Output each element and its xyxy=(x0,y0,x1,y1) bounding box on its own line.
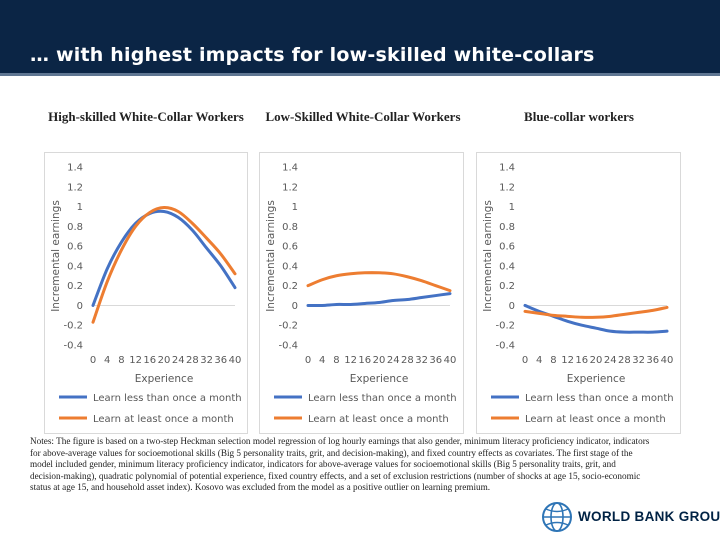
y-tick-label: 0.6 xyxy=(67,242,83,253)
y-tick-label: 0.6 xyxy=(282,242,298,253)
y-tick-label: 0 xyxy=(77,301,83,312)
x-tick-label: 20 xyxy=(590,355,603,366)
y-tick-label: 0.4 xyxy=(499,261,515,272)
y-tick-label: -0.2 xyxy=(278,321,298,332)
x-axis-label: Experience xyxy=(567,373,626,385)
x-tick-label: 32 xyxy=(415,355,428,366)
x-tick-label: 12 xyxy=(129,355,142,366)
y-tick-label: -0.4 xyxy=(495,341,515,352)
y-tick-label: 0.2 xyxy=(67,281,83,292)
y-axis-label: Incremental earnings xyxy=(482,200,494,312)
y-tick-label: 1.2 xyxy=(282,182,298,193)
x-tick-label: 0 xyxy=(90,355,96,366)
x-axis-label: Experience xyxy=(350,373,409,385)
x-tick-label: 20 xyxy=(373,355,386,366)
legend-label: Learn less than once a month xyxy=(308,393,457,404)
legend-label: Learn at least once a month xyxy=(93,414,234,425)
y-tick-label: 0 xyxy=(292,301,298,312)
x-tick-label: 4 xyxy=(319,355,325,366)
x-tick-label: 32 xyxy=(200,355,213,366)
globe-icon xyxy=(542,502,572,532)
notes-text: Notes: The figure is based on a two-step… xyxy=(30,436,650,493)
y-tick-label: -0.2 xyxy=(63,321,83,332)
y-axis-label: Incremental earnings xyxy=(265,200,277,312)
x-tick-label: 12 xyxy=(344,355,357,366)
y-axis-label: Incremental earnings xyxy=(50,200,62,312)
y-tick-label: 1.2 xyxy=(499,182,515,193)
x-tick-label: 40 xyxy=(661,355,674,366)
chart-heading-low-skilled: Low-Skilled White-Collar Workers xyxy=(265,109,461,124)
x-tick-label: 24 xyxy=(172,355,185,366)
y-tick-label: -0.4 xyxy=(278,341,298,352)
chart-svg-0: Incremental earnings 1.4 1.2 1 0.8 0.6 0.4 0.2 0… xyxy=(50,163,242,426)
series-line-learn-less xyxy=(306,292,452,308)
y-tick-label: 0.8 xyxy=(67,222,83,233)
slide-title: … with highest impacts for low-skilled w… xyxy=(30,44,595,66)
x-tick-label: 40 xyxy=(229,355,242,366)
x-tick-label: 32 xyxy=(632,355,645,366)
y-tick-label: -0.2 xyxy=(495,321,515,332)
chart-heading-high-skilled: High-skilled White-Collar Workers xyxy=(48,109,244,124)
x-tick-label: 16 xyxy=(143,355,156,366)
y-tick-label: 0.6 xyxy=(499,242,515,253)
y-tick-label: 1 xyxy=(77,202,83,213)
y-tick-label: 0.2 xyxy=(499,281,515,292)
x-axis-label: Experience xyxy=(135,373,194,385)
x-tick-label: 8 xyxy=(333,355,339,366)
x-tick-label: 0 xyxy=(522,355,528,366)
legend-label: Learn at least once a month xyxy=(525,414,666,425)
y-tick-label: 0 xyxy=(509,301,515,312)
x-tick-label: 16 xyxy=(575,355,588,366)
y-tick-label: 0.8 xyxy=(499,222,515,233)
chart-high-skilled: Incremental earnings 1.4 1.2 1 0.8 0.6 0.4 0.2 0… xyxy=(44,152,248,434)
x-tick-label: 36 xyxy=(646,355,659,366)
y-tick-label: 1.4 xyxy=(67,163,83,174)
x-tick-label: 24 xyxy=(387,355,400,366)
x-tick-label: 36 xyxy=(214,355,227,366)
x-tick-label: 28 xyxy=(401,355,414,366)
legend-label: Learn less than once a month xyxy=(525,393,674,404)
y-tick-label: 1 xyxy=(292,202,298,213)
x-tick-label: 28 xyxy=(186,355,199,366)
x-tick-label: 16 xyxy=(358,355,371,366)
x-tick-label: 36 xyxy=(429,355,442,366)
chart-heading-blue-collar: Blue-collar workers xyxy=(524,109,634,124)
legend-label: Learn less than once a month xyxy=(93,393,242,404)
chart-blue-collar: Incremental earnings 1.4 1.2 1 0.8 0.6 0.4 0.2 0… xyxy=(476,152,681,434)
chart-svg-2: Incremental earnings 1.4 1.2 1 0.8 0.6 0.4 0.2 0… xyxy=(482,163,674,426)
chart-svg-1: Incremental earnings 1.4 1.2 1 0.8 0.6 0.4 0.2 0… xyxy=(265,163,457,426)
y-tick-label: -0.4 xyxy=(63,341,83,352)
x-tick-label: 40 xyxy=(444,355,457,366)
y-tick-label: 0.4 xyxy=(67,261,83,272)
x-tick-label: 4 xyxy=(536,355,542,366)
y-tick-label: 1.2 xyxy=(67,182,83,193)
x-tick-label: 8 xyxy=(118,355,124,366)
series-line-learn-less xyxy=(523,303,669,334)
y-tick-label: 0.4 xyxy=(282,261,298,272)
y-tick-label: 0.8 xyxy=(282,222,298,233)
title-bar: … with highest impacts for low-skilled w… xyxy=(0,0,720,76)
y-tick-label: 1.4 xyxy=(499,163,515,174)
legend-label: Learn at least once a month xyxy=(308,414,449,425)
series-line-learn-more xyxy=(523,305,669,319)
x-tick-label: 8 xyxy=(550,355,556,366)
series-line-learn-less xyxy=(91,209,237,307)
y-tick-label: 1.4 xyxy=(282,163,298,174)
world-bank-logo: WORLD BANK GROUP xyxy=(540,500,720,534)
x-tick-label: 28 xyxy=(618,355,631,366)
chart-low-skilled: Incremental earnings 1.4 1.2 1 0.8 0.6 0.4 0.2 0… xyxy=(259,152,464,434)
x-tick-label: 12 xyxy=(561,355,574,366)
logo-text: WORLD BANK GROUP xyxy=(578,509,720,524)
series-line-learn-more xyxy=(306,271,452,293)
x-tick-label: 20 xyxy=(158,355,171,366)
y-tick-label: 0.2 xyxy=(282,281,298,292)
series-line-learn-more xyxy=(91,206,237,324)
x-tick-label: 24 xyxy=(604,355,617,366)
x-tick-label: 0 xyxy=(305,355,311,366)
x-tick-label: 4 xyxy=(104,355,110,366)
y-tick-label: 1 xyxy=(509,202,515,213)
